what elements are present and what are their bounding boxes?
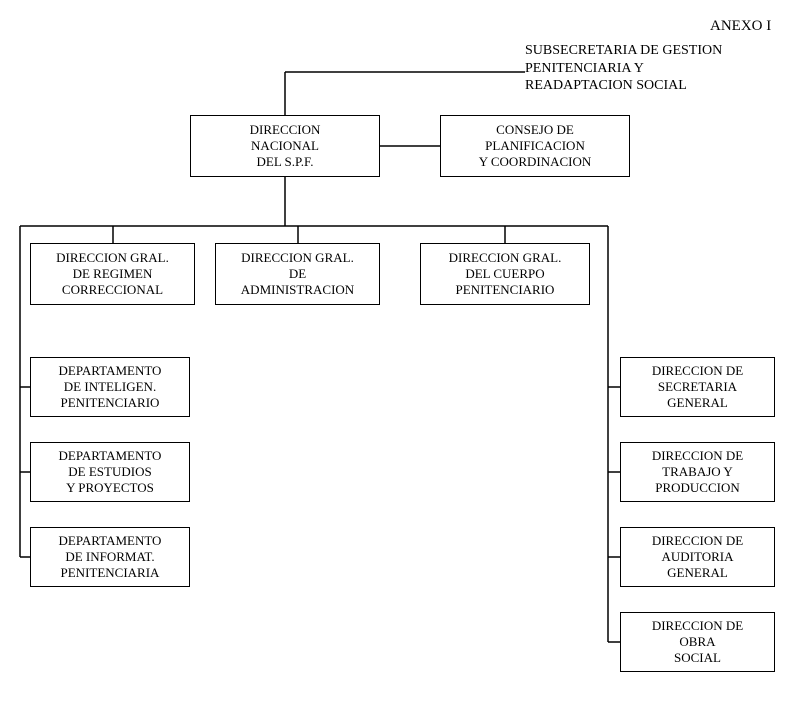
box-dg-administracion: DIRECCION GRAL. DE ADMINISTRACION bbox=[215, 243, 380, 305]
box-dir-trabajo: DIRECCION DE TRABAJO Y PRODUCCION bbox=[620, 442, 775, 502]
box-consejo: CONSEJO DE PLANIFICACION Y COORDINACION bbox=[440, 115, 630, 177]
header-subsecretaria: SUBSECRETARIA DE GESTION PENITENCIARIA Y… bbox=[525, 42, 722, 95]
box-dir-obra: DIRECCION DE OBRA SOCIAL bbox=[620, 612, 775, 672]
box-dir-secretaria: DIRECCION DE SECRETARIA GENERAL bbox=[620, 357, 775, 417]
box-dir-auditoria: DIRECCION DE AUDITORIA GENERAL bbox=[620, 527, 775, 587]
box-dg-cuerpo: DIRECCION GRAL. DEL CUERPO PENITENCIARIO bbox=[420, 243, 590, 305]
box-dg-regimen: DIRECCION GRAL. DE REGIMEN CORRECCIONAL bbox=[30, 243, 195, 305]
box-direccion-nacional: DIRECCION NACIONAL DEL S.P.F. bbox=[190, 115, 380, 177]
box-dep-inteligen: DEPARTAMENTO DE INTELIGEN. PENITENCIARIO bbox=[30, 357, 190, 417]
org-chart-stage: ANEXO I SUBSECRETARIA DE GESTION PENITEN… bbox=[0, 0, 809, 712]
box-dep-estudios: DEPARTAMENTO DE ESTUDIOS Y PROYECTOS bbox=[30, 442, 190, 502]
box-dep-informat: DEPARTAMENTO DE INFORMAT. PENITENCIARIA bbox=[30, 527, 190, 587]
annex-label: ANEXO I bbox=[710, 18, 771, 35]
connector-lines bbox=[0, 0, 809, 712]
